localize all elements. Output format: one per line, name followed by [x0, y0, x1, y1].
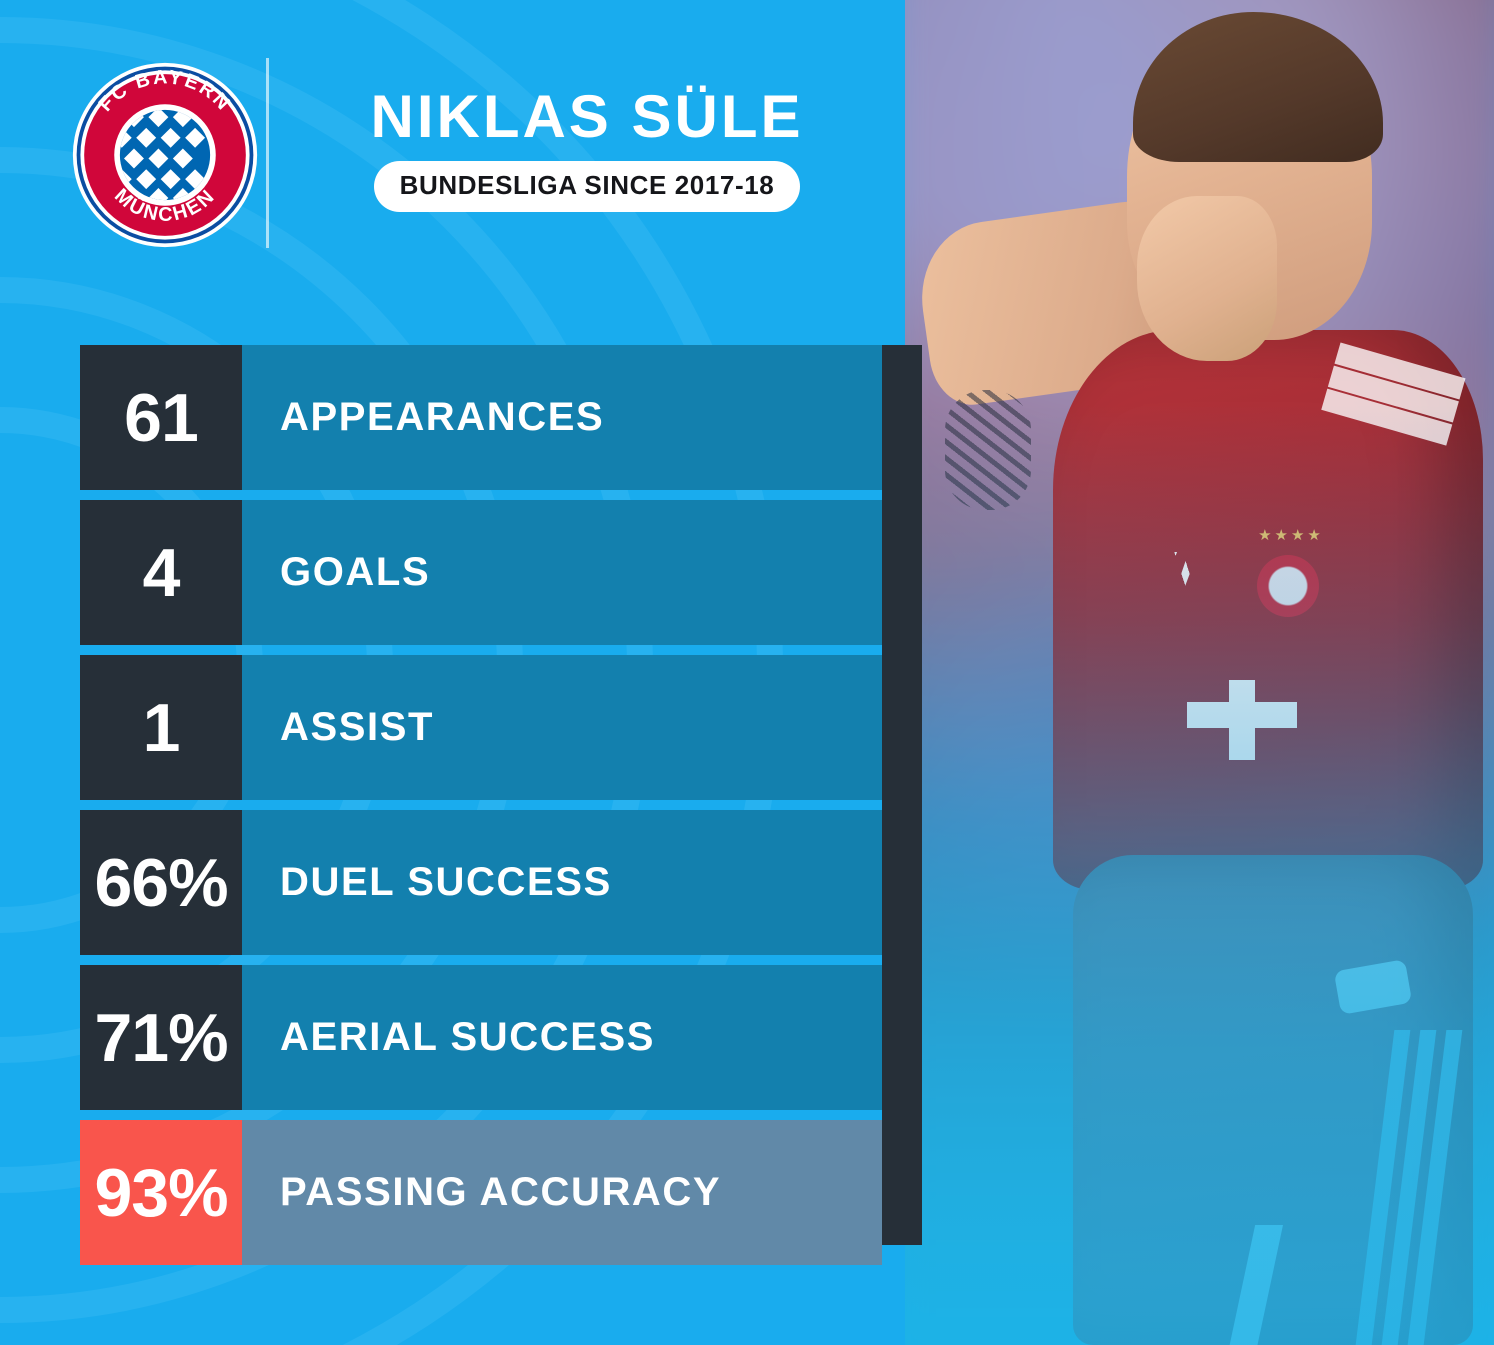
stat-row: 93% PASSING ACCURACY	[80, 1120, 882, 1265]
stat-row: 4 GOALS	[80, 500, 882, 645]
panel-side-accent	[882, 345, 922, 1245]
stats-panel: 61 APPEARANCES 4 GOALS 1 ASSIST 66% DUEL…	[80, 345, 922, 1265]
stat-label: ASSIST	[280, 705, 435, 749]
stat-value: 93%	[80, 1120, 242, 1265]
stat-label: GOALS	[280, 550, 431, 594]
stat-row: 1 ASSIST	[80, 655, 882, 800]
stat-bar: AERIAL SUCCESS	[242, 965, 882, 1110]
photo-cyan-tint-overlay	[905, 0, 1494, 1345]
stat-value: 61	[80, 345, 242, 490]
player-photo: ★★★★	[905, 0, 1494, 1345]
stat-label: DUEL SUCCESS	[280, 860, 612, 904]
stat-bar: DUEL SUCCESS	[242, 810, 882, 955]
stat-bar: APPEARANCES	[242, 345, 882, 490]
stat-label: AERIAL SUCCESS	[280, 1015, 656, 1059]
stat-row: 66% DUEL SUCCESS	[80, 810, 882, 955]
stat-value: 66%	[80, 810, 242, 955]
stat-value: 4	[80, 500, 242, 645]
stat-label: PASSING ACCURACY	[280, 1170, 722, 1214]
stat-row: 71% AERIAL SUCCESS	[80, 965, 882, 1110]
stat-bar: PASSING ACCURACY	[242, 1120, 882, 1265]
stat-label: APPEARANCES	[280, 395, 605, 439]
stat-value: 1	[80, 655, 242, 800]
stat-value: 71%	[80, 965, 242, 1110]
stat-bar: ASSIST	[242, 655, 882, 800]
stat-row: 61 APPEARANCES	[80, 345, 882, 490]
stat-bar: GOALS	[242, 500, 882, 645]
